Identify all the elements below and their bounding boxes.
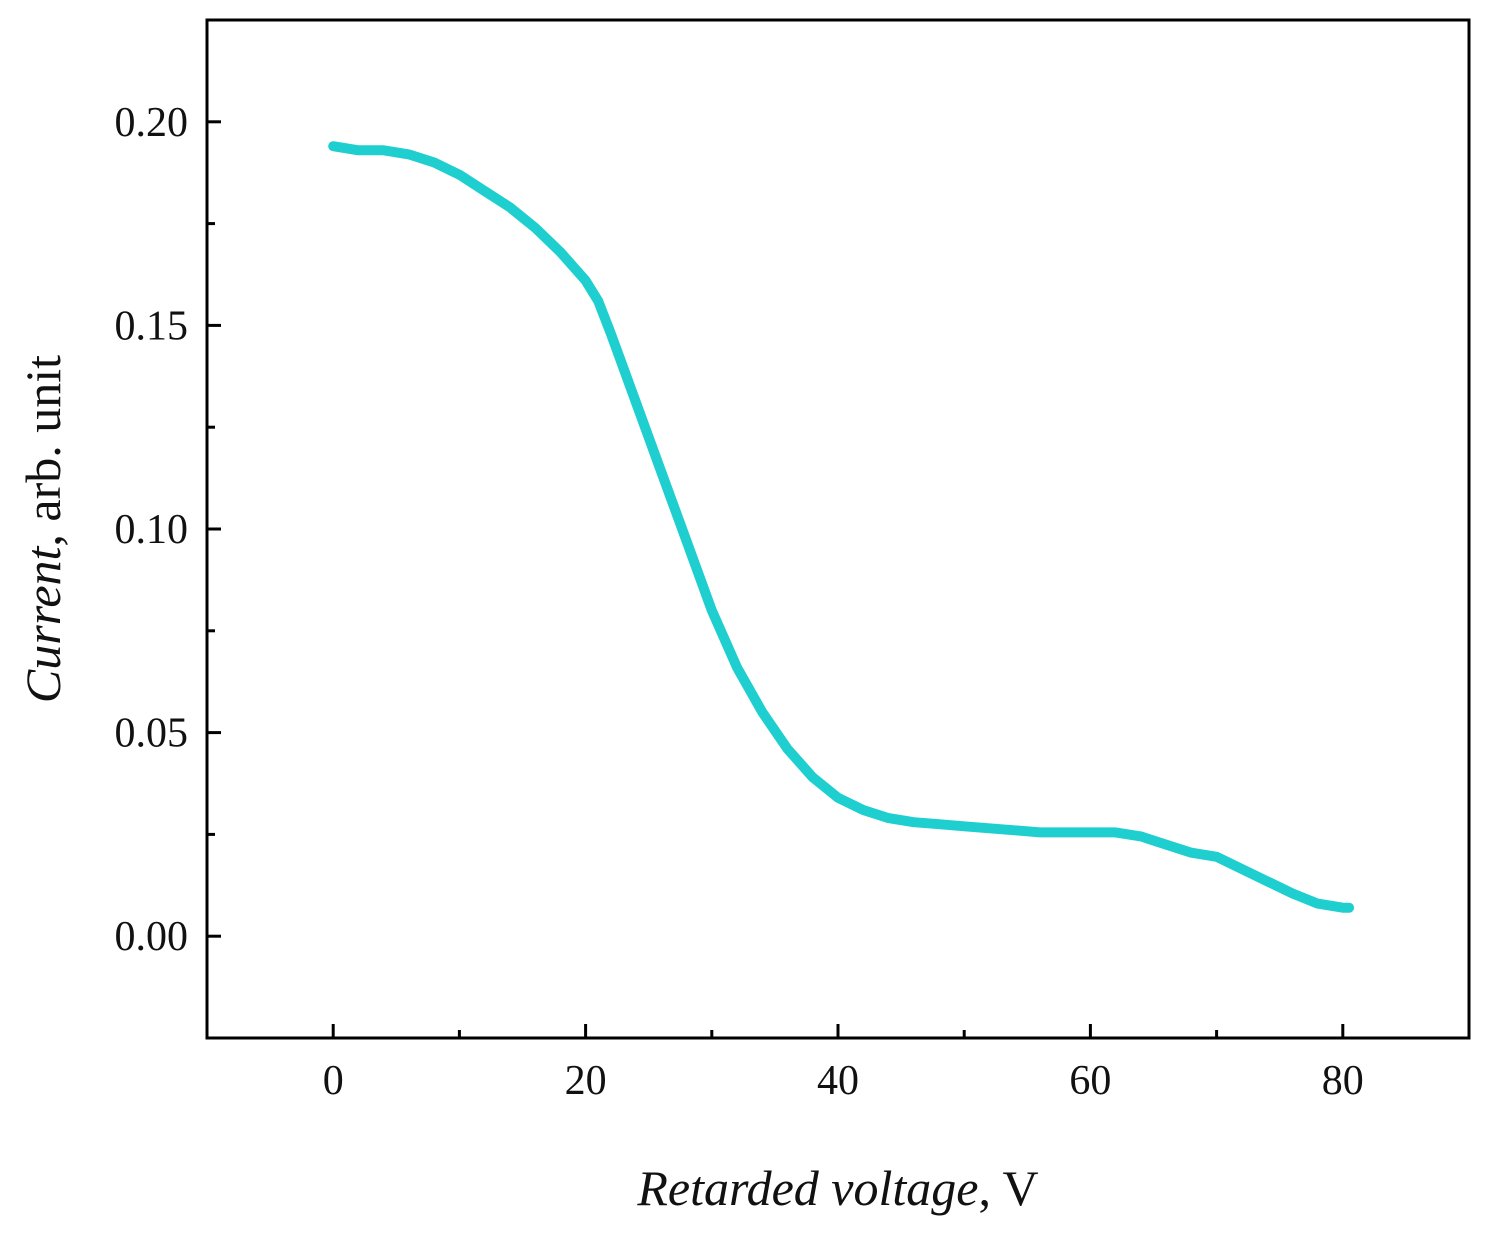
x-axis-title-unit: , V xyxy=(978,1160,1038,1216)
x-tick-label: 80 xyxy=(1322,1058,1364,1104)
y-tick-label: 0.00 xyxy=(115,914,189,960)
x-axis-title-italic: Retarded voltage xyxy=(636,1160,978,1216)
y-axis-title: Current, arb. unit xyxy=(15,355,71,703)
y-tick-label: 0.05 xyxy=(115,711,189,757)
y-axis-title-unit: , arb. unit xyxy=(15,355,71,547)
series-line xyxy=(328,141,1355,913)
x-tick-label: 40 xyxy=(817,1058,859,1104)
x-tick-label: 20 xyxy=(565,1058,607,1104)
y-axis: 0.00 0.05 0.10 0.15 0.20 xyxy=(115,100,221,960)
x-axis: 0 20 40 60 80 xyxy=(323,1024,1364,1104)
y-tick-label: 0.20 xyxy=(115,100,189,146)
x-tick-label: 60 xyxy=(1069,1058,1111,1104)
x-tick-label: 0 xyxy=(323,1058,344,1104)
y-axis-title-italic: Current xyxy=(15,545,71,703)
y-tick-label: 0.15 xyxy=(115,303,189,349)
y-tick-label: 0.10 xyxy=(115,507,189,553)
x-axis-title: Retarded voltage, V xyxy=(636,1160,1038,1216)
series-layer xyxy=(328,141,1355,913)
